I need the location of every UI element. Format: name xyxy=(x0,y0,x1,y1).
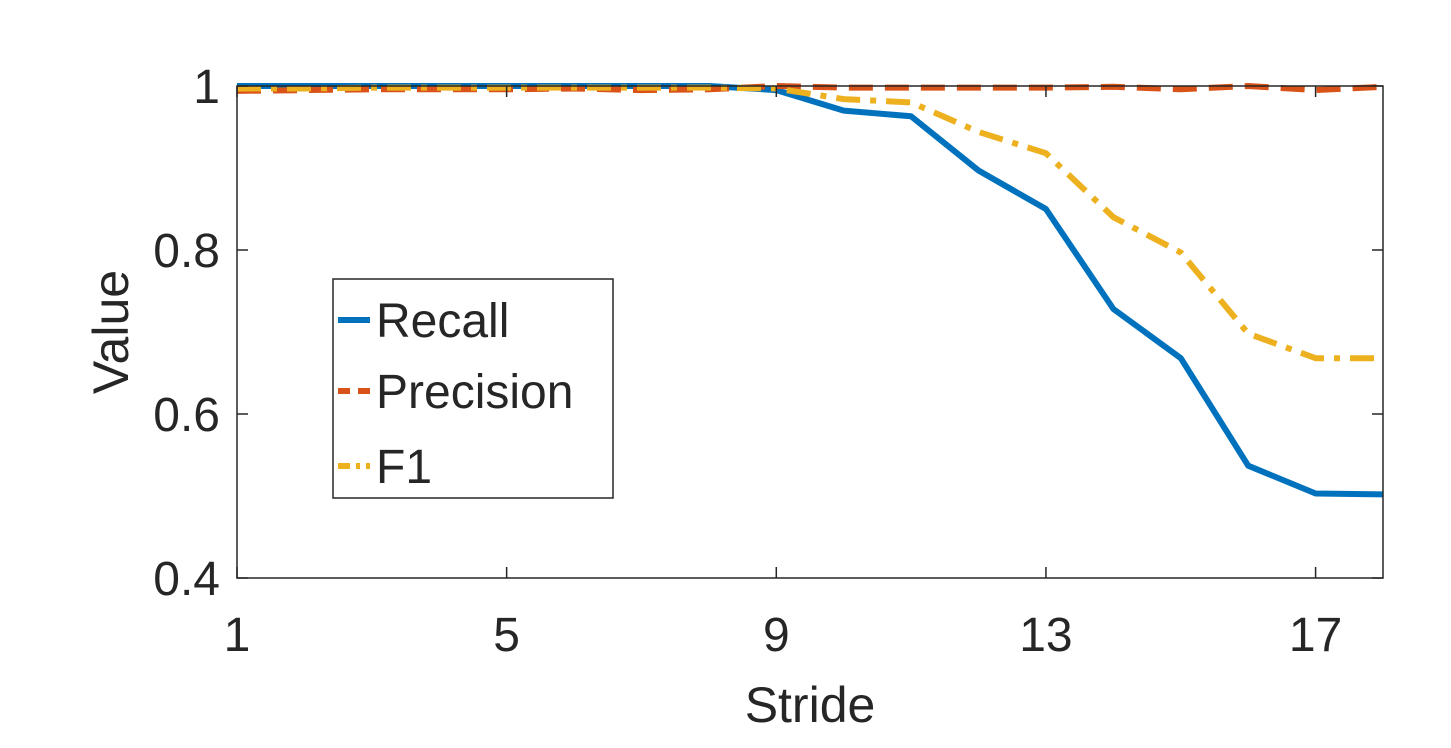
y-axis-label: Value xyxy=(83,270,139,394)
ticks-layer: 1 5 9 13 17 0.4 0.6 0.8 1 xyxy=(153,61,1383,662)
x-tick-label: 1 xyxy=(224,609,251,662)
x-tick-label: 17 xyxy=(1289,609,1342,662)
series-line-f1 xyxy=(237,84,1383,362)
legend: Recall Precision F1 xyxy=(332,278,614,499)
x-tick-label: 13 xyxy=(1019,609,1072,662)
x-tick-label: 5 xyxy=(493,609,520,662)
legend-label-f1: F1 xyxy=(376,441,432,494)
x-axis-label: Stride xyxy=(745,677,876,733)
y-tick-label: 0.8 xyxy=(153,225,220,278)
plot-area-frame xyxy=(236,85,1384,579)
legend-label-recall: Recall xyxy=(376,295,509,348)
legend-box xyxy=(332,278,614,499)
y-tick-label: 0.6 xyxy=(153,389,220,442)
y-tick-label: 1 xyxy=(193,61,220,114)
series-line-precision xyxy=(236,83,1384,94)
x-tick-label: 9 xyxy=(763,609,790,662)
legend-label-precision: Precision xyxy=(376,366,573,419)
y-tick-label: 0.4 xyxy=(153,553,220,606)
